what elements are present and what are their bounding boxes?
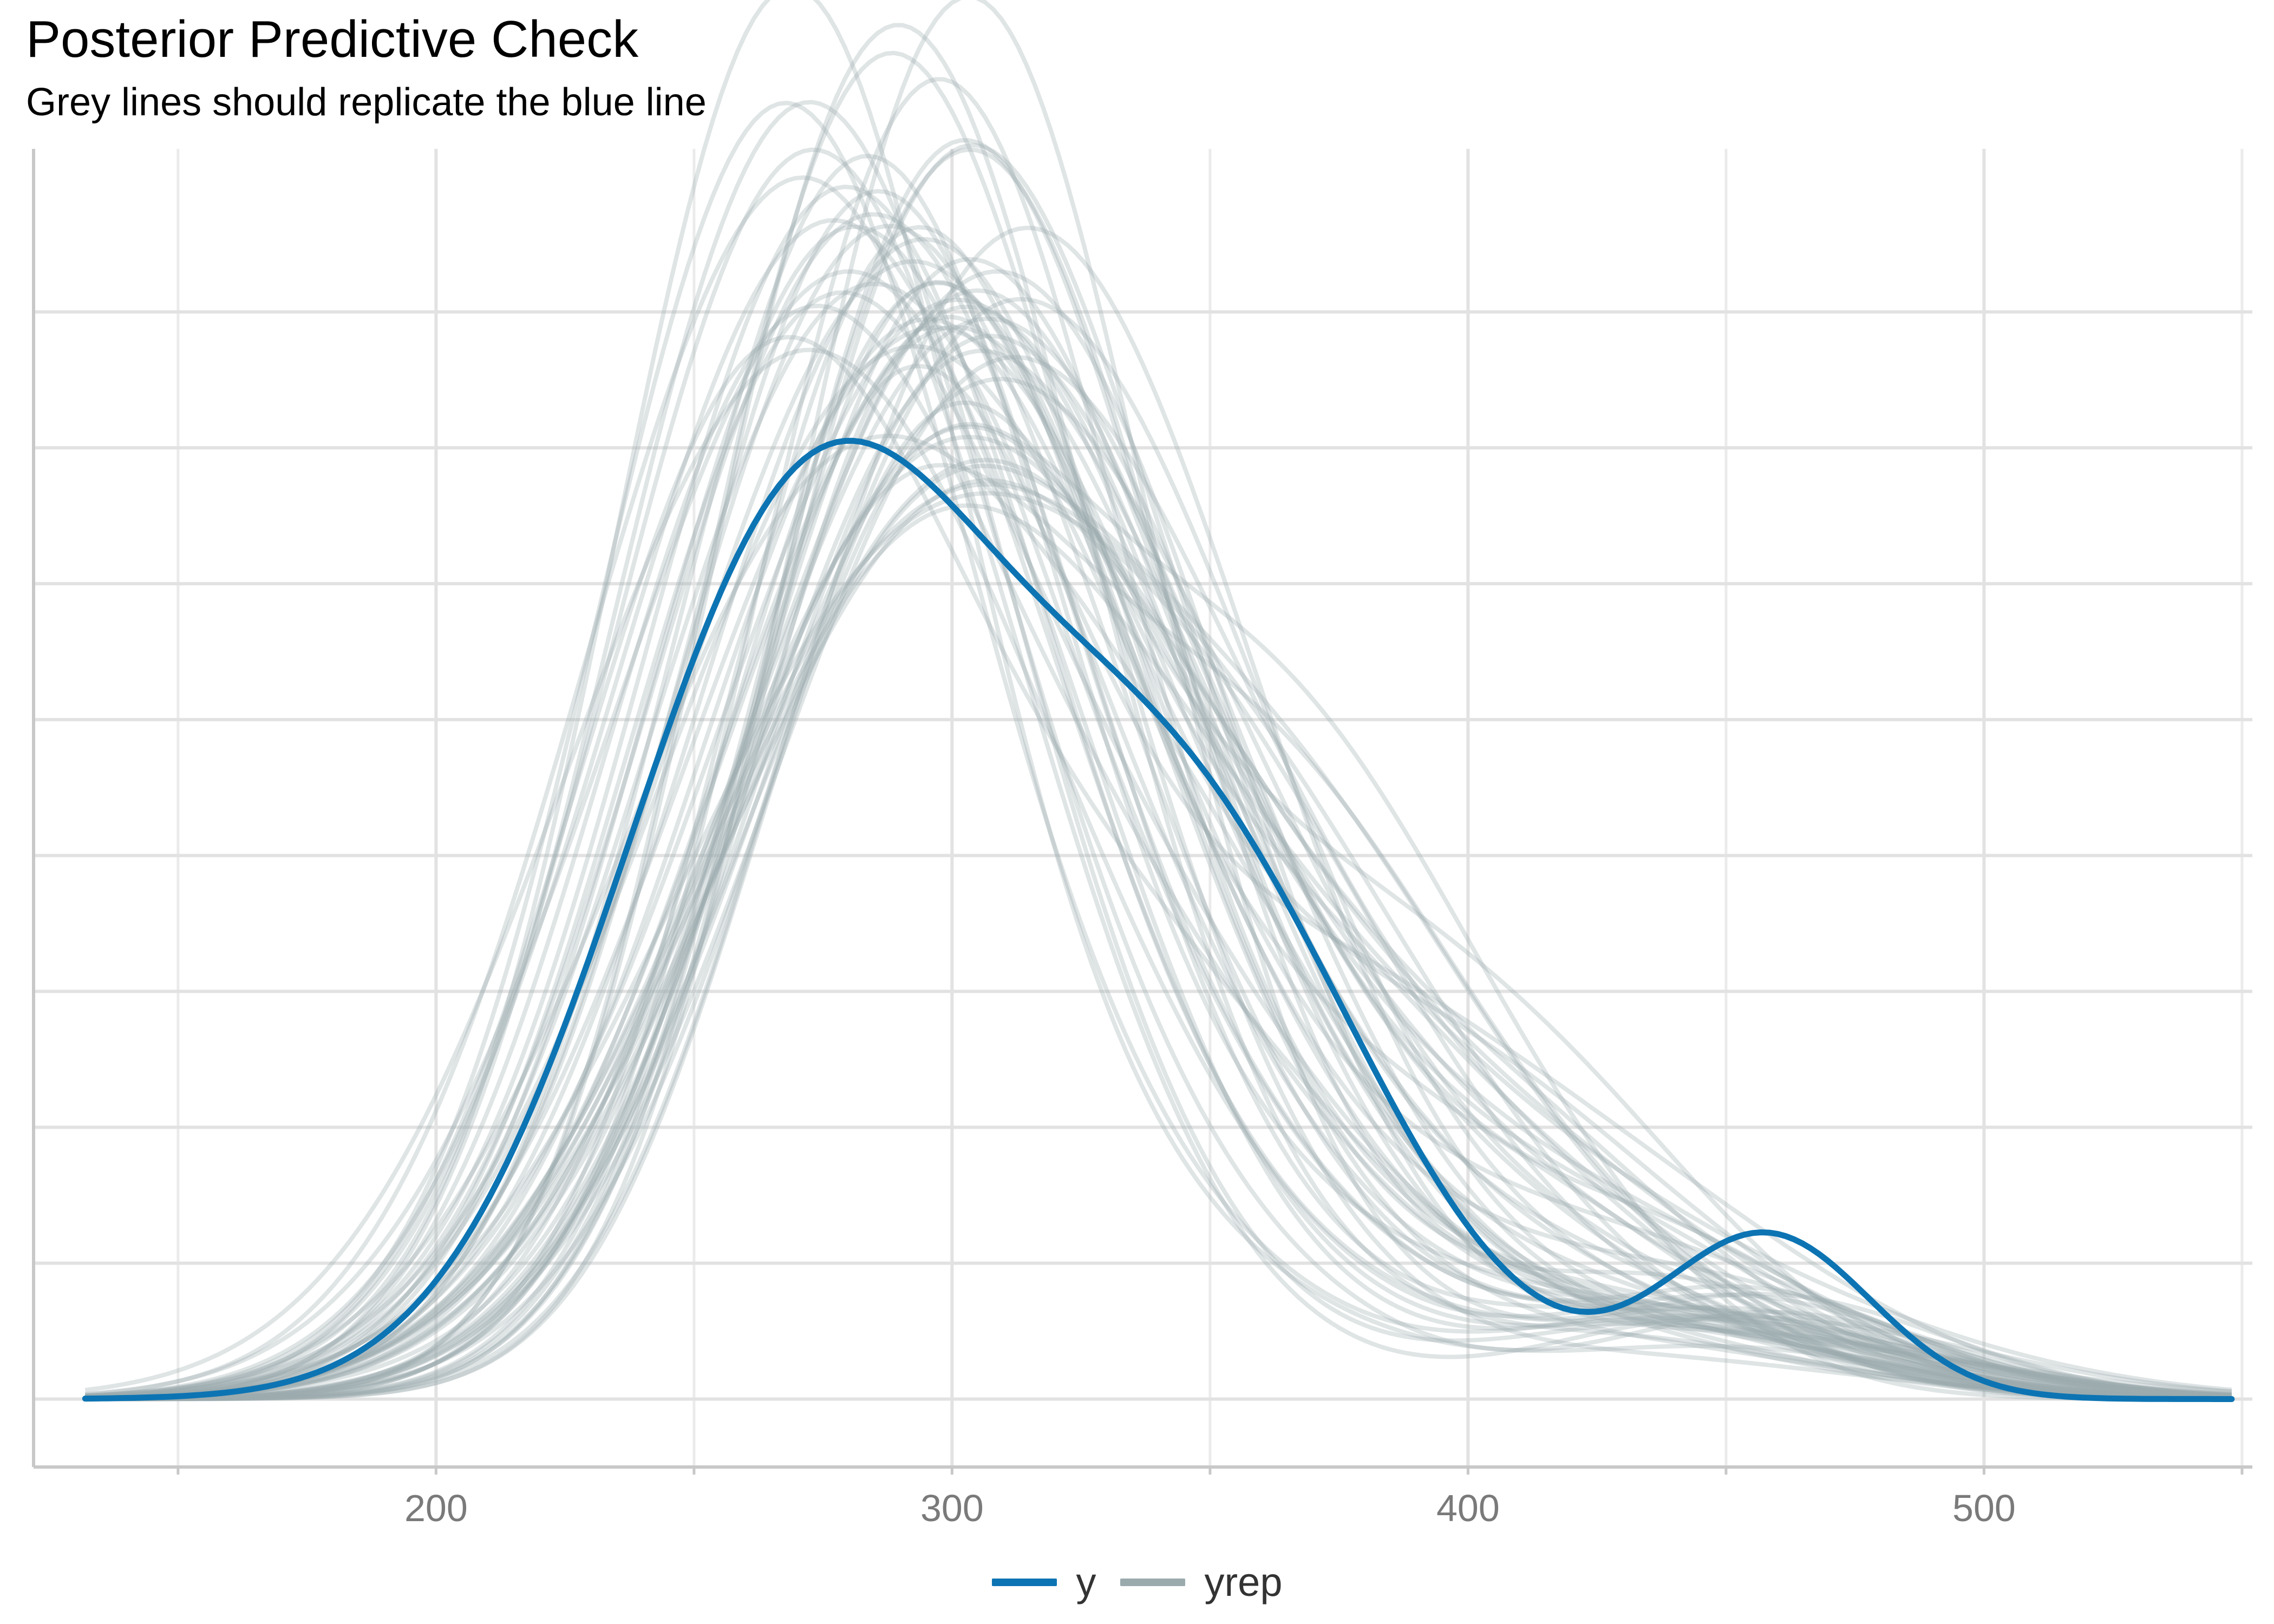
yrep-line	[85, 147, 2232, 1400]
x-tick-label-200: 200	[404, 1487, 468, 1529]
yrep-line	[85, 335, 2232, 1400]
yrep-line	[85, 50, 2232, 1402]
legend-item-yrep: yrep	[1120, 1559, 1283, 1605]
yrep-line	[85, 224, 2232, 1401]
yrep-line	[85, 424, 2232, 1401]
yrep-series	[84, 0, 2232, 1402]
yrep-line	[85, 143, 2232, 1402]
yrep-line	[85, 304, 2232, 1400]
yrep-line	[85, 401, 2232, 1402]
yrep-line	[85, 257, 2232, 1402]
yrep-line	[84, 348, 2232, 1399]
yrep-line	[85, 288, 2232, 1401]
yrep-line	[84, 269, 2232, 1398]
axes	[32, 149, 2252, 1475]
yrep-line	[85, 77, 2232, 1401]
yrep-line	[85, 478, 2232, 1400]
legend-swatch-y	[991, 1578, 1057, 1586]
yrep-line	[85, 281, 2232, 1400]
chart-subtitle: Grey lines should replicate the blue lin…	[26, 81, 707, 124]
yrep-line	[85, 225, 2232, 1402]
chart-title: Posterior Predictive Check	[26, 10, 639, 68]
yrep-line	[85, 185, 2232, 1399]
yrep-line	[85, 315, 2232, 1402]
y-series	[82, 437, 2235, 1402]
x-tick-labels: 200 300 400 500	[404, 1487, 2016, 1529]
yrep-line	[85, 218, 2232, 1401]
yrep-line	[85, 279, 2232, 1402]
major-gridlines	[34, 149, 2252, 1467]
y-line	[82, 437, 2235, 1402]
yrep-line	[85, 457, 2232, 1400]
yrep-line	[85, 377, 2232, 1401]
yrep-line	[85, 189, 2232, 1400]
yrep-line	[85, 23, 2232, 1402]
yrep-line	[85, 101, 2232, 1399]
yrep-line	[85, 491, 2232, 1400]
yrep-line	[85, 212, 2232, 1400]
yrep-line	[85, 297, 2232, 1400]
legend-label-y: y	[1076, 1560, 1096, 1605]
yrep-line	[85, 147, 2232, 1402]
legend-swatch-yrep	[1120, 1578, 1185, 1586]
yrep-line	[85, 237, 2232, 1401]
legend: y yrep	[0, 1559, 2274, 1605]
yrep-line	[85, 280, 2232, 1402]
yrep-line	[85, 435, 2232, 1400]
minor-gridlines	[177, 149, 2244, 1467]
yrep-line	[85, 325, 2232, 1401]
yrep-line	[85, 482, 2232, 1400]
yrep-line	[85, 316, 2232, 1401]
yrep-line	[85, 138, 2232, 1402]
yrep-line	[85, 463, 2232, 1402]
legend-label-yrep: yrep	[1204, 1560, 1283, 1605]
yrep-line	[85, 290, 2232, 1401]
yrep-line	[85, 304, 2232, 1400]
yrep-line	[85, 333, 2232, 1402]
yrep-line	[85, 422, 2232, 1402]
yrep-line	[85, 297, 2232, 1401]
yrep-line	[85, 259, 2232, 1400]
yrep-line	[85, 154, 2232, 1400]
yrep-line	[85, 463, 2232, 1402]
yrep-line	[85, 349, 2232, 1402]
yrep-line	[85, 0, 2232, 1400]
x-tick-label-300: 300	[920, 1487, 984, 1529]
yrep-line	[85, 224, 2232, 1400]
yrep-line	[85, 269, 2232, 1400]
x-tick-label-500: 500	[1952, 1487, 2016, 1529]
x-tick-label-400: 400	[1436, 1487, 1500, 1529]
yrep-line	[85, 100, 2232, 1401]
yrep-line	[85, 0, 2232, 1402]
yrep-line	[85, 225, 2232, 1402]
yrep-line	[84, 175, 2232, 1400]
yrep-line	[85, 355, 2232, 1401]
legend-item-y: y	[991, 1559, 1096, 1605]
